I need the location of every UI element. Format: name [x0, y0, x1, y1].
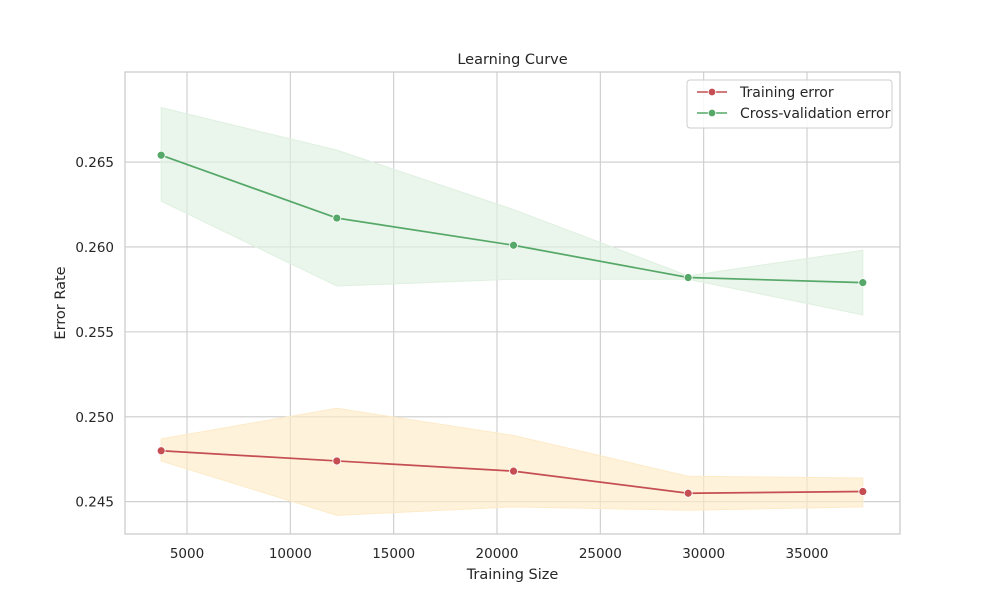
cross-validation-error-point: [156, 150, 166, 160]
training-error-point: [156, 446, 166, 456]
legend-box: [686, 79, 893, 129]
y-axis-label: Error Rate: [53, 266, 69, 339]
training-error-point: [858, 487, 868, 496]
training-error-band: [160, 407, 864, 516]
plot-frame: [124, 71, 901, 535]
cross-validation-error-point: [332, 213, 342, 223]
tick-labels: 5000 10000 15000 20000 25000 30000 35000 0.245 0…: [75, 155, 828, 562]
cross-validation-error-point: [858, 278, 868, 288]
legend: Training error Cross-validation error: [686, 79, 893, 129]
x-axis-label: Training Size: [466, 567, 559, 583]
cross-validation-error-band: [160, 107, 864, 316]
legend-label-training-error: Training error: [739, 85, 834, 101]
cross-validation-error-point: [509, 240, 518, 250]
x-tick-label: 5000: [170, 546, 204, 562]
confidence-bands: [160, 107, 864, 516]
training-error-point: [332, 456, 342, 466]
legend-dot-training-error: [707, 87, 717, 97]
y-tick-label: 0.255: [75, 325, 114, 341]
y-tick-label: 0.260: [75, 240, 114, 256]
x-tick-label: 10000: [269, 546, 312, 562]
legend-label-cross-validation-error: Cross-validation error: [740, 106, 891, 122]
chart-title: Learning Curve: [457, 52, 567, 68]
x-tick-label: 30000: [682, 546, 725, 562]
cross-validation-error-point: [683, 273, 693, 282]
x-tick-label: 35000: [786, 546, 829, 562]
y-tick-label: 0.245: [75, 495, 114, 511]
training-error-point: [683, 488, 693, 498]
y-tick-label: 0.265: [75, 155, 114, 171]
x-tick-label: 25000: [579, 546, 622, 562]
x-tick-label: 15000: [372, 546, 415, 562]
training-error-point: [509, 466, 518, 476]
x-tick-label: 20000: [476, 546, 519, 562]
series-points: [156, 150, 868, 498]
legend-dot-cross-validation-error: [707, 108, 717, 118]
y-tick-label: 0.250: [75, 410, 114, 426]
